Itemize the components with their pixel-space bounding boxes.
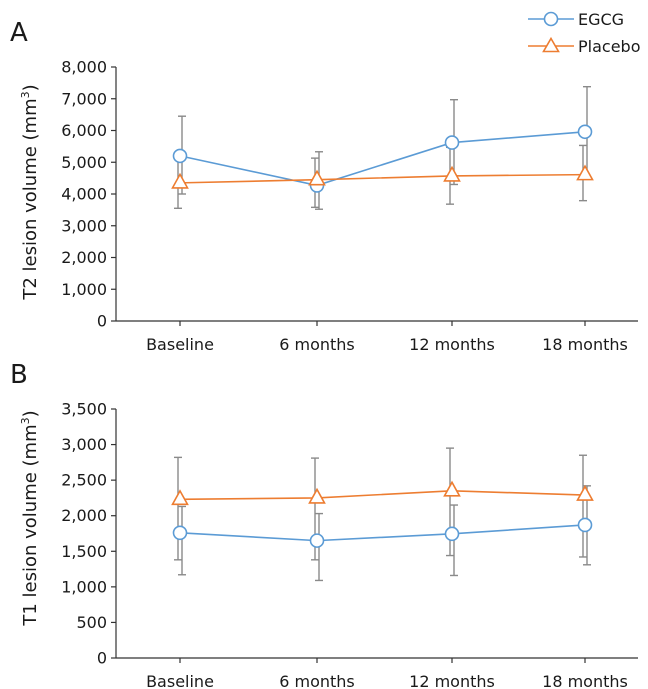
point-placebo-a (171, 172, 189, 189)
y-tick-label-a: 3,000 (61, 216, 107, 235)
x-tick-label-b: 12 months (409, 672, 495, 689)
y-tick-label-a: 8,000 (61, 58, 107, 77)
panel-a: A T2 lesion volume (mm3) 0 1,000 2,000 3,00… (10, 18, 638, 354)
point-egcg-b (444, 526, 460, 542)
x-tick-label-a: 6 months (279, 335, 355, 354)
y-tick-label-a: 7,000 (61, 89, 107, 108)
panel-letter-a: A (10, 18, 28, 48)
y-tick-label-b: 1,500 (61, 542, 107, 561)
series-line-egcg-a (179, 130, 586, 187)
y-tick-label-b: 0 (97, 649, 107, 668)
point-placebo-b (171, 489, 189, 506)
x-tick-label-b: Baseline (146, 672, 214, 689)
legend-egcg-label: EGCG (578, 10, 624, 29)
x-tick-label-b: 18 months (542, 672, 628, 689)
x-tick-label-a: 18 months (542, 335, 628, 354)
y-tick-label-b: 3,500 (61, 400, 107, 419)
legend: EGCG Placebo (528, 10, 640, 56)
y-tick-label-a: 2,000 (61, 248, 107, 267)
point-placebo-b (308, 487, 326, 504)
point-egcg-b (172, 525, 188, 541)
legend-egcg-marker (543, 11, 559, 27)
y-tick-label-a: 6,000 (61, 121, 107, 140)
y-axis-label-b-sup: 3 (19, 417, 32, 424)
y-axis-label-b-main: T1 lesion volume (mm (20, 424, 41, 626)
y-axis-label-a-close: ) (20, 84, 41, 91)
series-line-placebo-a (179, 173, 586, 184)
x-tick-label-a: 12 months (409, 335, 495, 354)
panel-b: B T1 lesion volume (mm3) 0 500 1,000 1,500 2… (10, 360, 638, 689)
y-tick-label-a: 5,000 (61, 153, 107, 172)
y-axis-label-b-close: ) (20, 410, 41, 417)
y-tick-label-b: 3,000 (61, 435, 107, 454)
y-tick-label-a: 0 (97, 312, 107, 331)
y-tick-label-b: 1,000 (61, 577, 107, 596)
series-line-placebo-b (179, 490, 586, 501)
point-egcg-a (444, 135, 460, 150)
point-placebo-b (443, 480, 461, 497)
y-tick-label-b: 2,000 (61, 506, 107, 525)
y-tick-label-a: 1,000 (61, 280, 107, 299)
point-egcg-a (172, 148, 188, 164)
point-egcg-b (309, 533, 325, 548)
panel-letter-b: B (10, 360, 28, 390)
point-placebo-a (576, 164, 594, 181)
legend-item-placebo: Placebo (528, 36, 640, 56)
x-tick-label-b: 6 months (279, 672, 355, 689)
point-egcg-b (577, 517, 593, 533)
y-tick-label-a: 4,000 (61, 185, 107, 204)
y-axis-label-b: T1 lesion volume (mm3) (19, 410, 41, 626)
legend-placebo-marker (542, 36, 560, 53)
y-tick-label-b: 2,500 (61, 471, 107, 490)
point-placebo-a (443, 165, 461, 182)
legend-placebo-label: Placebo (578, 37, 640, 56)
y-tick-label-b: 500 (76, 613, 107, 632)
point-placebo-a (308, 169, 326, 186)
y-axis-label-a-sup: 3 (19, 91, 32, 98)
x-tick-label-a: Baseline (146, 335, 214, 354)
y-axis-label-a-main: T2 lesion volume (mm (20, 98, 41, 300)
y-axis-label-a: T2 lesion volume (mm3) (19, 84, 41, 300)
legend-item-egcg: EGCG (528, 10, 624, 29)
series-line-egcg-b (179, 524, 586, 542)
point-placebo-b (576, 484, 594, 501)
point-egcg-a (577, 124, 593, 140)
